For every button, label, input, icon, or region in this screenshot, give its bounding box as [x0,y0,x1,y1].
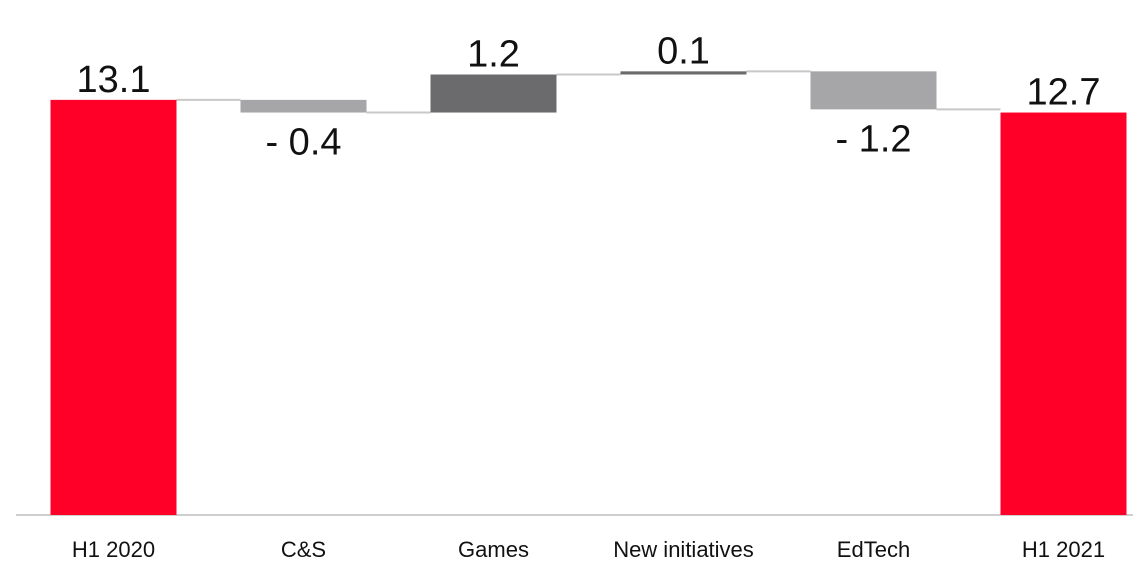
category-label-cands: C&S [281,537,326,562]
value-label-games: 1.2 [467,34,520,76]
bar-games [430,74,557,113]
bar-group [50,71,1127,516]
bar-new-initiatives [620,71,747,75]
bar-cands [240,99,367,113]
value-label-edtech: - 1.2 [835,118,911,160]
category-label-new-initiatives: New initiatives [613,537,754,562]
value-label-h1-2021: 12.7 [1027,72,1101,114]
connector-lines [176,70,1001,114]
value-labels: 13.1 - 0.4 1.2 0.1 - 1.2 12.7 [77,30,1101,163]
category-label-h1-2021: H1 2021 [1022,537,1105,562]
bar-edtech [810,71,937,110]
category-labels: H1 2020 C&S Games New initiatives EdTech H1 2… [72,537,1105,562]
category-label-h1-2020: H1 2020 [72,537,155,562]
category-label-edtech: EdTech [837,537,910,562]
value-label-h1-2020: 13.1 [77,59,151,101]
category-label-games: Games [458,537,529,562]
value-label-cands: - 0.4 [265,122,341,164]
bar-h1-2021 [1000,112,1127,515]
value-label-new-initiatives: 0.1 [657,30,710,72]
bar-h1-2020 [50,99,177,516]
